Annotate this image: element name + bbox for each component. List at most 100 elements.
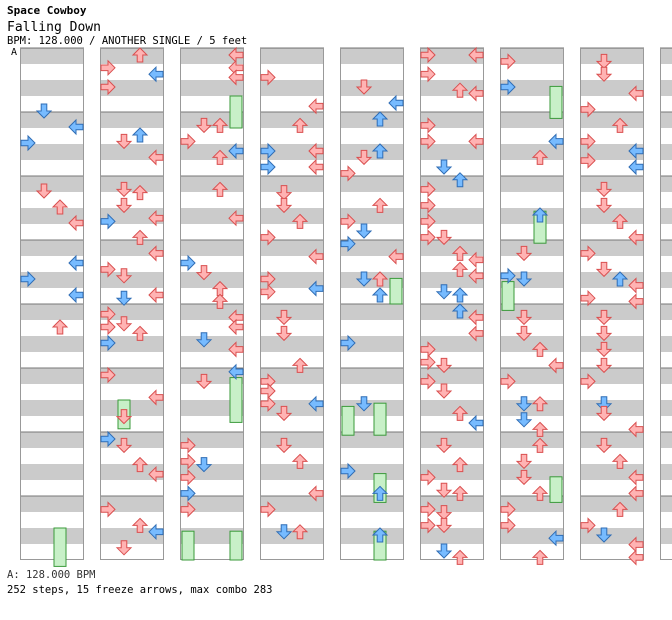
up-arrow-icon [131, 184, 149, 201]
down-arrow-icon [435, 543, 453, 559]
left-arrow-icon [500, 53, 516, 70]
beat-band [660, 272, 672, 288]
down-arrow-icon [435, 383, 453, 399]
beat-band [420, 464, 484, 480]
freeze-arrow [229, 530, 243, 561]
right-arrow-icon [228, 363, 244, 381]
down-arrow-icon [275, 524, 293, 540]
left-arrow-icon [580, 289, 596, 307]
column-border [260, 48, 324, 560]
up-arrow-icon [211, 117, 229, 133]
beat-band [20, 176, 84, 192]
down-arrow-icon [355, 223, 373, 239]
left-arrow-icon [420, 65, 436, 83]
beat-band [660, 208, 672, 224]
beat-band [500, 80, 564, 96]
down-arrow-icon [515, 309, 533, 326]
down-arrow-icon [195, 265, 213, 281]
freeze-arrow [549, 85, 563, 119]
beat-band [500, 48, 564, 64]
left-arrow-icon [580, 133, 596, 150]
beat-band [420, 496, 484, 512]
right-arrow-icon [468, 267, 484, 285]
down-arrow-icon [595, 341, 613, 358]
down-arrow-icon [275, 405, 293, 422]
up-arrow-icon [291, 453, 309, 469]
chart-stats: 252 steps, 15 freeze arrows, max combo 2… [7, 584, 273, 596]
bpm-marker: A [11, 47, 18, 58]
down-arrow-icon [435, 437, 453, 454]
up-arrow-icon [611, 271, 629, 287]
up-arrow-icon [611, 453, 629, 469]
beat-band [20, 48, 84, 64]
beat-band [260, 432, 324, 448]
beat-band [260, 304, 324, 320]
beat-band [180, 272, 244, 288]
beat-band [260, 464, 324, 480]
left-arrow-icon [260, 501, 276, 518]
song-title: Falling Down [7, 20, 101, 35]
beat-band [660, 368, 672, 384]
down-arrow-icon [595, 396, 613, 412]
left-arrow-icon [260, 69, 276, 86]
beat-band [580, 528, 644, 544]
down-arrow-icon [435, 229, 453, 246]
left-arrow-icon [100, 59, 116, 77]
down-arrow-icon [115, 290, 133, 306]
beat-band [580, 48, 644, 64]
right-arrow-icon [148, 209, 164, 227]
beat-band [100, 144, 164, 160]
beat-band [420, 368, 484, 384]
up-arrow-icon [51, 319, 69, 335]
column-border [420, 48, 484, 560]
left-arrow-icon [500, 501, 516, 518]
right-arrow-icon [548, 357, 564, 374]
up-arrow-icon [451, 456, 469, 473]
up-arrow-icon [531, 437, 549, 453]
beat-band [20, 400, 84, 416]
beat-band [580, 80, 644, 96]
column-border [340, 48, 404, 560]
right-arrow-icon [468, 85, 484, 102]
beat-band [340, 336, 404, 352]
beat-band [180, 144, 244, 160]
left-arrow-icon [260, 283, 276, 301]
beat-band [20, 336, 84, 352]
beat-band [260, 272, 324, 288]
beat-band [660, 80, 672, 96]
down-arrow-icon [355, 396, 373, 412]
beat-band [580, 112, 644, 128]
right-arrow-icon [628, 549, 644, 566]
left-arrow-icon [100, 78, 116, 96]
beat-band [580, 144, 644, 160]
down-arrow-icon [595, 261, 613, 278]
right-arrow-icon [628, 485, 644, 502]
right-arrow-icon [228, 341, 244, 358]
right-arrow-icon [468, 325, 484, 342]
beat-band [420, 208, 484, 224]
freeze-arrow [181, 530, 195, 561]
left-arrow-icon [100, 318, 116, 336]
beat-band [20, 80, 84, 96]
beat-band [420, 112, 484, 128]
right-arrow-icon [148, 286, 164, 304]
down-arrow-icon [595, 357, 613, 374]
beat-band [20, 272, 84, 288]
down-arrow-icon [275, 185, 293, 201]
up-arrow-icon [451, 172, 469, 188]
beat-band [500, 400, 564, 416]
beat-band [420, 336, 484, 352]
beat-band [180, 368, 244, 384]
beat-band [100, 432, 164, 448]
left-arrow-icon [580, 373, 596, 390]
up-arrow-icon [371, 197, 389, 213]
beat-band [500, 336, 564, 352]
left-arrow-icon [100, 334, 116, 352]
up-arrow-icon [131, 517, 149, 533]
beat-band [340, 176, 404, 192]
down-arrow-icon [595, 405, 613, 422]
up-arrow-icon [131, 229, 149, 245]
beat-band [20, 496, 84, 512]
left-arrow-icon [420, 373, 436, 390]
down-arrow-icon [515, 325, 533, 342]
